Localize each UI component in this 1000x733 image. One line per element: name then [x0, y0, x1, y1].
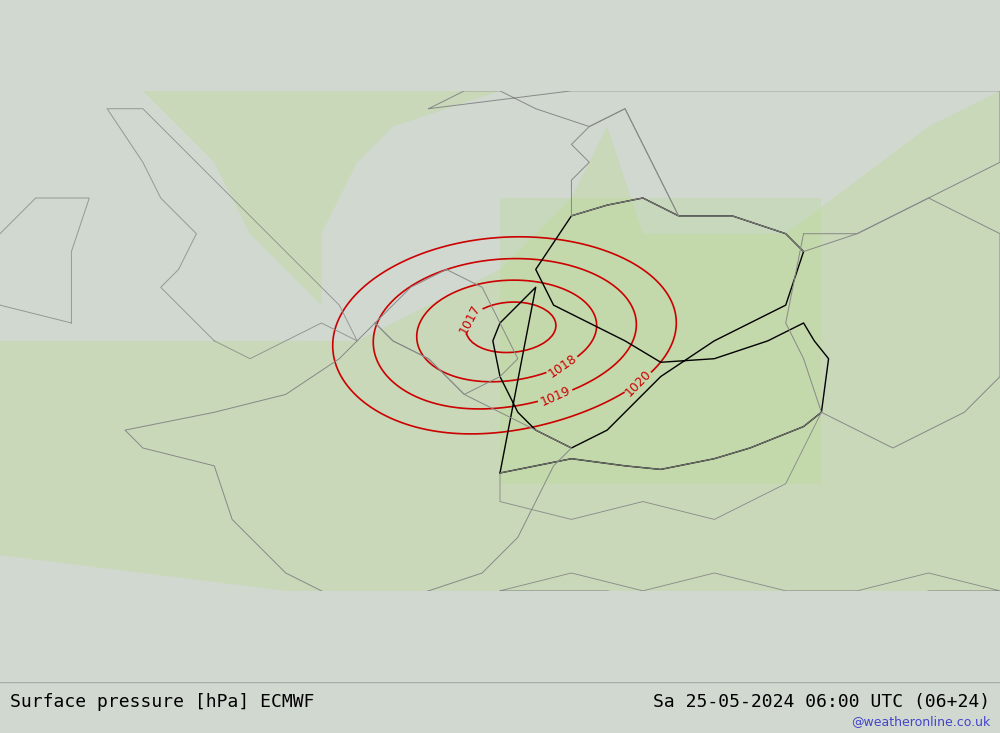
Text: 1018: 1018: [546, 351, 580, 380]
Text: Sa 25-05-2024 06:00 UTC (06+24): Sa 25-05-2024 06:00 UTC (06+24): [653, 693, 990, 711]
Text: 1020: 1020: [623, 367, 654, 399]
Polygon shape: [607, 91, 1000, 234]
Text: @weatheronline.co.uk: @weatheronline.co.uk: [851, 715, 990, 728]
Polygon shape: [321, 91, 643, 341]
Text: 1017: 1017: [457, 302, 483, 336]
Text: Surface pressure [hPa] ECMWF: Surface pressure [hPa] ECMWF: [10, 693, 314, 711]
Polygon shape: [0, 91, 357, 591]
Polygon shape: [500, 198, 821, 484]
Text: 1019: 1019: [538, 384, 573, 408]
Polygon shape: [0, 555, 1000, 627]
